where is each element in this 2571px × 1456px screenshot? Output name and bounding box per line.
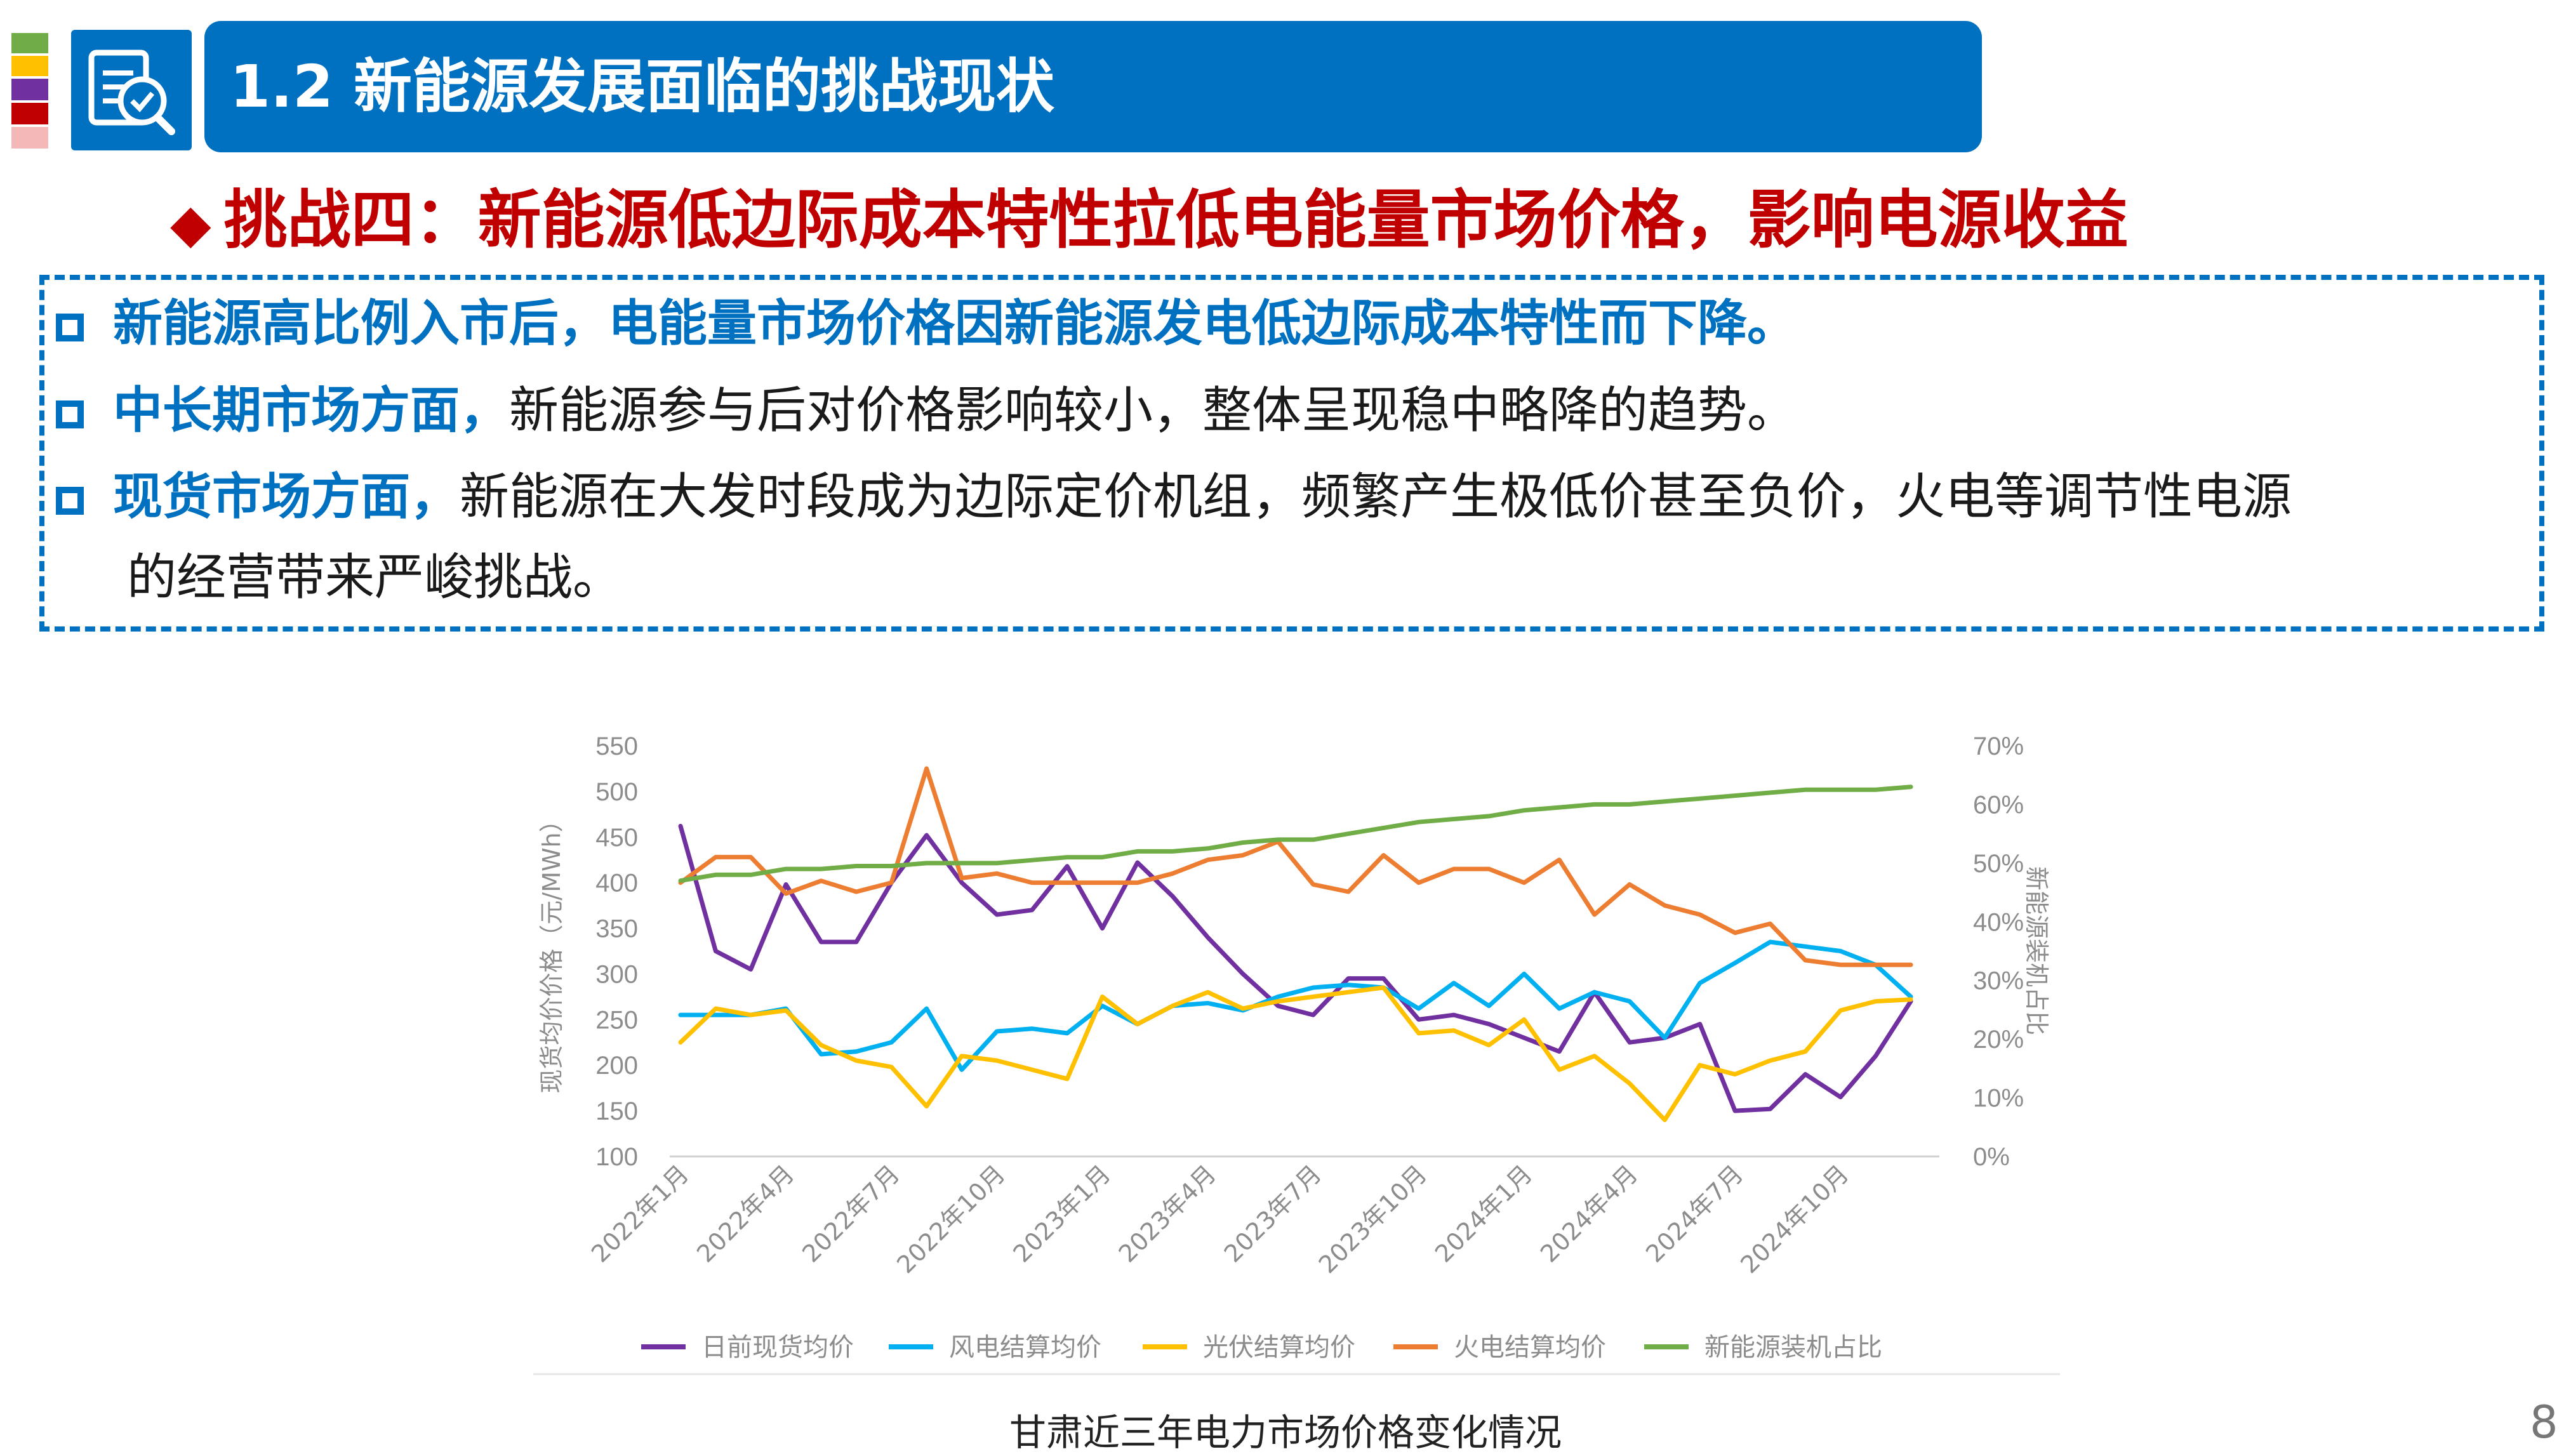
y2-tick-label: 40% [1973, 908, 2024, 936]
bullet-3: 现货市场方面，新能源在大发时段成为边际定价机组，频繁产生极低价甚至负价，火电等调… [56, 462, 2292, 532]
y-tick-label: 450 [595, 824, 638, 852]
header-icon-box [71, 30, 192, 150]
x-tick-label: 2023年4月 [1113, 1160, 1221, 1267]
square-bullet-icon [56, 400, 84, 428]
page-number: 8 [2530, 1396, 2558, 1448]
y-tick-label: 550 [595, 732, 638, 760]
y-tick-label: 100 [595, 1143, 638, 1171]
bullet-2-lead: 中长期市场方面， [113, 382, 510, 439]
y2-tick-label: 30% [1973, 967, 2024, 995]
x-tick-label: 2024年4月 [1535, 1160, 1643, 1267]
y2-tick-label: 60% [1973, 791, 2024, 819]
search-document-icon [88, 50, 175, 135]
legend-label: 火电结算均价 [1454, 1333, 1606, 1362]
stripe-pink [11, 127, 48, 149]
y-tick-label: 400 [595, 870, 638, 897]
legend-label: 风电结算均价 [949, 1333, 1101, 1362]
y-tick-label: 200 [595, 1052, 638, 1080]
bullet-1: 新能源高比例入市后，电能量市场价格因新能源发电低边际成本特性而下降。 [56, 289, 1797, 359]
chart-caption: 甘肃近三年电力市场价格变化情况 [1009, 1411, 1562, 1454]
x-tick-label: 2022年7月 [797, 1160, 905, 1267]
bullet-2: 中长期市场方面，新能源参与后对价格影响较小，整体呈现稳中略降的趋势。 [56, 376, 1797, 446]
x-tick-label: 2022年1月 [586, 1160, 694, 1267]
x-tick-label: 2022年4月 [691, 1160, 799, 1267]
legend-label: 新能源装机占比 [1704, 1333, 1882, 1362]
stripe-yellow [11, 56, 48, 76]
y2-axis-title: 新能源装机占比 [2023, 866, 2050, 1035]
x-tick-label: 2024年10月 [1735, 1160, 1854, 1278]
x-tick-label: 2023年7月 [1219, 1160, 1327, 1267]
legend-label: 光伏结算均价 [1203, 1333, 1355, 1362]
y-tick-label: 350 [595, 915, 638, 943]
y-tick-label: 300 [595, 960, 638, 988]
bullet-2-text: 新能源参与后对价格影响较小，整体呈现稳中略降的趋势。 [509, 382, 1797, 439]
y2-tick-label: 70% [1973, 732, 2024, 760]
series-line-5 [678, 784, 1913, 884]
y-tick-label: 500 [595, 778, 638, 806]
bullet-box [39, 275, 2544, 632]
x-tick-label: 2023年1月 [1007, 1160, 1115, 1267]
y-tick-label: 250 [595, 1006, 638, 1034]
y2-tick-label: 50% [1973, 850, 2024, 878]
square-bullet-icon [56, 314, 84, 341]
bullet-3-continuation: 的经营带来严峻挑战。 [127, 543, 622, 612]
diamond-bullet-icon: ◆ [170, 192, 211, 255]
bullet-1-lead: 新能源高比例入市后，电能量市场价格因新能源发电低边际成本特性而下降。 [113, 295, 1797, 352]
bullet-3-lead: 现货市场方面， [113, 468, 460, 526]
bullet-3-text: 新能源在大发时段成为边际定价机组，频繁产生极低价甚至负价，火电等调节性电源 [460, 468, 2292, 526]
square-bullet-icon [56, 487, 84, 515]
title-bar [204, 21, 1982, 152]
series-line-3 [678, 985, 1913, 1122]
y-axis-title: 现货均价价格（元/MWh） [538, 808, 566, 1093]
challenge-heading: ◆ 挑战四：新能源低边际成本特性拉低电能量市场价格，影响电源收益 [170, 179, 2129, 265]
challenge-heading-text: 挑战四：新能源低边际成本特性拉低电能量市场价格，影响电源收益 [223, 183, 2129, 257]
y2-tick-label: 10% [1973, 1085, 2024, 1113]
stripe-purple [11, 79, 48, 100]
x-tick-label: 2022年10月 [891, 1160, 1010, 1278]
y2-tick-label: 0% [1973, 1143, 2010, 1171]
stripe-green [11, 33, 48, 53]
x-tick-label: 2023年10月 [1313, 1160, 1432, 1278]
series-line-2 [678, 939, 1913, 1072]
bullet-3-text-cont: 的经营带来严峻挑战。 [127, 549, 623, 606]
slide-title: 1.2 新能源发展面临的挑战现状 [230, 53, 1055, 121]
series-line-4 [678, 766, 1913, 967]
legend-label: 日前现货均价 [701, 1333, 854, 1362]
x-tick-label: 2024年1月 [1430, 1160, 1538, 1267]
y-tick-label: 150 [595, 1097, 638, 1125]
y2-tick-label: 20% [1973, 1026, 2024, 1054]
stripe-red [11, 103, 48, 124]
series-line-1 [678, 824, 1913, 1113]
x-tick-label: 2024年7月 [1640, 1160, 1748, 1267]
